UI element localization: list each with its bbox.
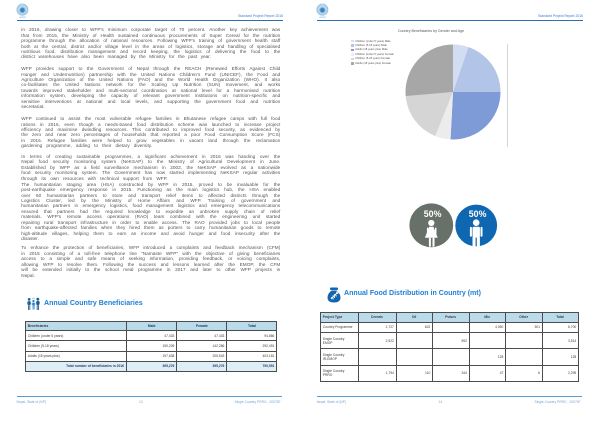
svg-text:50%: 50%: [469, 209, 487, 219]
svg-text:50%: 50%: [424, 209, 442, 219]
